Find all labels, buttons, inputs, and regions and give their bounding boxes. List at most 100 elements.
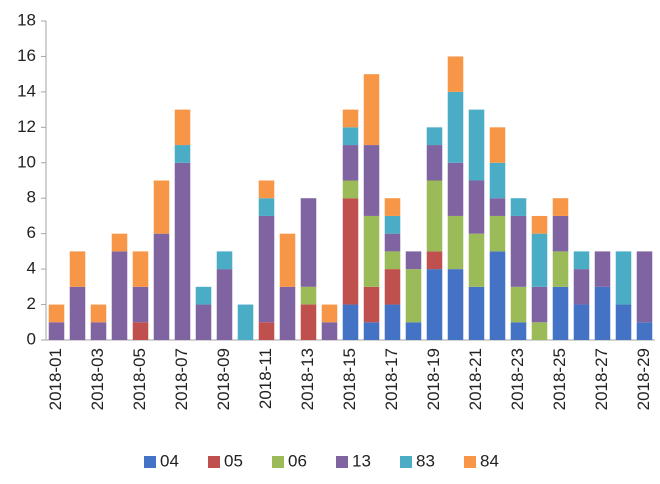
- bar-segment: [363, 215, 380, 287]
- bar-segment: [426, 251, 443, 270]
- bar-segment: [615, 304, 632, 340]
- bar-segment: [90, 322, 107, 340]
- bar-segment: [258, 198, 275, 216]
- bar-segment: [636, 322, 653, 340]
- bar-segment: [552, 286, 569, 340]
- bar-segment: [216, 269, 233, 340]
- bar-segment: [510, 286, 527, 323]
- bar-segment: [426, 269, 443, 340]
- x-tick-label: 2018-01: [46, 348, 65, 410]
- bar-segment: [132, 251, 149, 287]
- bar-segment: [384, 215, 401, 234]
- bar-segment: [594, 251, 611, 287]
- bar-segment: [174, 145, 191, 163]
- bar-segment: [153, 180, 170, 234]
- bar-segment: [468, 286, 485, 340]
- bar-segment: [195, 286, 212, 305]
- x-tick-label: 2018-07: [172, 348, 191, 410]
- bar-segment: [342, 127, 359, 146]
- bar-segment: [300, 304, 317, 340]
- bar-segment: [384, 304, 401, 340]
- bar-segment: [258, 180, 275, 199]
- legend-label: 05: [224, 451, 243, 470]
- legend-label: 13: [352, 451, 371, 470]
- bar-segment: [531, 233, 548, 287]
- bar-segment: [363, 286, 380, 323]
- bar-segment: [342, 198, 359, 305]
- y-tick-label: 18: [17, 10, 36, 29]
- bar-segment: [258, 215, 275, 323]
- bar-segment: [405, 322, 422, 340]
- x-tick-label: 2018-05: [130, 348, 149, 410]
- bar-segment: [48, 322, 65, 340]
- bar-segment: [489, 251, 506, 340]
- x-tick-label: 2018-17: [382, 348, 401, 410]
- bar-segment: [174, 162, 191, 340]
- bar-segment: [552, 251, 569, 287]
- bar-segment: [300, 286, 317, 305]
- x-tick-label: 2018-29: [634, 348, 653, 410]
- bar-segment: [426, 127, 443, 146]
- bar-segment: [552, 198, 569, 216]
- bar-segment: [447, 215, 464, 270]
- bar-segment: [489, 127, 506, 163]
- bar-segment: [531, 215, 548, 234]
- bar-segment: [384, 198, 401, 216]
- bar-segment: [342, 304, 359, 340]
- bar-segment: [447, 269, 464, 340]
- bar-segment: [363, 322, 380, 340]
- y-tick-label: 4: [27, 259, 36, 278]
- legend-label: 04: [160, 451, 179, 470]
- bar-segment: [489, 162, 506, 199]
- bar-segment: [237, 304, 254, 340]
- bar-segment: [363, 145, 380, 216]
- bar-segment: [153, 233, 170, 340]
- legend-swatch: [208, 456, 220, 468]
- bar-segment: [510, 198, 527, 216]
- legend-label: 83: [416, 451, 435, 470]
- bar-segment: [132, 286, 149, 323]
- bar-segment: [468, 109, 485, 181]
- bar-segment: [426, 145, 443, 181]
- bar-segment: [468, 180, 485, 234]
- y-tick-label: 8: [27, 188, 36, 207]
- bar-segment: [636, 251, 653, 323]
- bar-segment: [48, 304, 65, 323]
- bar-segment: [111, 251, 128, 340]
- bar-segment: [342, 180, 359, 199]
- bar-segment: [111, 233, 128, 252]
- bar-segment: [384, 269, 401, 305]
- legend-swatch: [144, 456, 156, 468]
- x-tick-label: 2018-25: [550, 348, 569, 410]
- bar-segment: [489, 215, 506, 252]
- bar-segment: [447, 91, 464, 163]
- y-tick-label: 10: [17, 152, 36, 171]
- bar-segment: [447, 56, 464, 92]
- bar-segment: [279, 233, 296, 287]
- x-tick-label: 2018-19: [424, 348, 443, 410]
- bar-segment: [258, 322, 275, 340]
- legend-label: 84: [480, 451, 499, 470]
- bar-segment: [90, 304, 107, 323]
- bar-segment: [510, 322, 527, 340]
- x-tick-label: 2018-15: [340, 348, 359, 410]
- bar-segment: [594, 286, 611, 340]
- bar-segment: [384, 251, 401, 270]
- bar-segment: [468, 233, 485, 287]
- bar-segment: [69, 286, 86, 340]
- y-tick-label: 6: [27, 223, 36, 242]
- bar-segment: [279, 286, 296, 340]
- bar-segment: [216, 251, 233, 270]
- y-tick-label: 0: [27, 329, 36, 348]
- y-tick-label: 16: [17, 46, 36, 65]
- bar-segment: [426, 180, 443, 252]
- legend-label: 06: [288, 451, 307, 470]
- y-tick-label: 12: [17, 117, 36, 136]
- bar-segment: [300, 198, 317, 287]
- x-tick-label: 2018-27: [592, 348, 611, 410]
- bar-segment: [510, 215, 527, 287]
- bar-segment: [531, 322, 548, 340]
- x-tick-label: 2018-03: [88, 348, 107, 410]
- bar-segment: [342, 109, 359, 128]
